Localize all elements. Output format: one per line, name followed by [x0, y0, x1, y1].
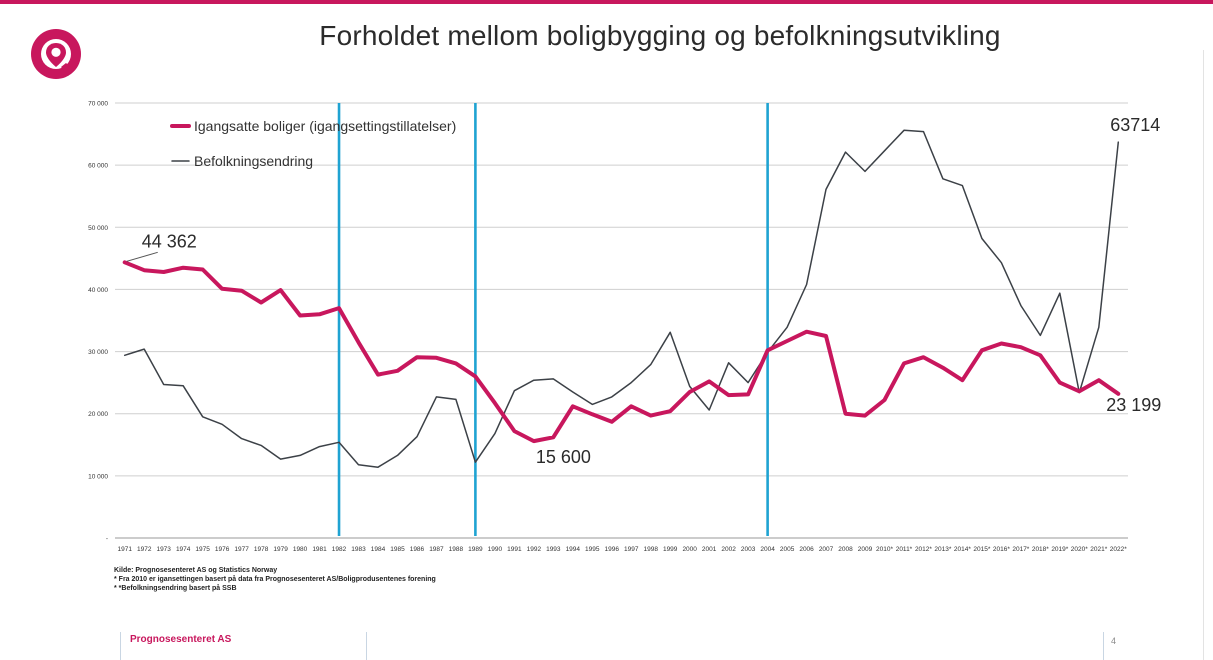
logo-pin-icon: [31, 29, 81, 79]
x-tick-label: 1986: [410, 546, 425, 553]
x-tick-label: 1994: [566, 546, 581, 553]
annotation-label: 63714: [1110, 115, 1160, 135]
y-tick-label: 60 000: [88, 163, 108, 170]
x-tick-label: 2002: [721, 546, 736, 553]
footer-divider: [1103, 632, 1104, 660]
footer-brand: Prognosesenteret AS: [130, 634, 232, 645]
annotation-label: 15 600: [536, 447, 591, 467]
x-tick-label: 1981: [312, 546, 327, 553]
period-markers: [337, 103, 769, 536]
annotation-label: 23 199: [1106, 395, 1161, 415]
x-tick-label: 2017*: [1012, 546, 1029, 553]
legend-label: Befolkningsendring: [194, 153, 313, 169]
x-tick-label: 1987: [429, 546, 444, 553]
x-tick-label: 2003: [741, 546, 756, 553]
x-tick-label: 1991: [507, 546, 522, 553]
x-tick-label: 2018*: [1032, 546, 1049, 553]
y-tick-label: 70 000: [88, 101, 108, 108]
x-tick-label: 1980: [293, 546, 308, 553]
y-tick-label: 50 000: [88, 225, 108, 232]
x-tick-label: 1997: [624, 546, 639, 553]
x-tick-label: 1976: [215, 546, 230, 553]
y-axis-tick-labels: - 10 000 20 000 30 000 40 000 50 000 60 000 70 …: [88, 101, 108, 543]
x-tick-label: 2009: [858, 546, 873, 553]
x-tick-label: 1984: [371, 546, 386, 553]
x-tick-label: 1985: [390, 546, 405, 553]
x-tick-label: 1996: [605, 546, 620, 553]
x-tick-label: 2013*: [934, 546, 951, 553]
x-tick-label: 1989: [468, 546, 483, 553]
x-tick-label: 2014*: [954, 546, 971, 553]
top-accent-bar: [0, 0, 1213, 4]
x-tick-label: 1975: [195, 546, 210, 553]
line-chart: - 10 000 20 000 30 000 40 000 50 000 60 000 70 …: [88, 101, 1161, 554]
footer-divider: [366, 632, 367, 660]
x-axis-tick-labels: 1971 1972 1973 1974 1975 1976 1977 1978 1979 1980…: [118, 546, 1128, 553]
legend-label: Igangsatte boliger (igangsettingstillate…: [194, 118, 456, 134]
x-tick-label: 1990: [488, 546, 503, 553]
slide-edge: [1203, 50, 1204, 660]
series-lines: [122, 129, 1121, 468]
source-note: Kilde: Prognosesenteret AS og Statistics…: [114, 567, 278, 574]
annotation-leader: [126, 251, 158, 262]
source-note: * *Befolkningsendring basert på SSB: [114, 585, 237, 592]
y-tick-label: 20 000: [88, 411, 108, 418]
x-tick-label: 1972: [137, 546, 152, 553]
x-tick-label: 1974: [176, 546, 191, 553]
x-tick-label: 2016*: [993, 546, 1010, 553]
x-tick-label: 2005: [780, 546, 795, 553]
source-note: * Fra 2010 er igansettingen basert på da…: [114, 576, 436, 583]
x-tick-label: 2010*: [876, 546, 893, 553]
footer-divider: [120, 632, 121, 660]
chart-legend: Igangsatte boliger (igangsettingstillate…: [170, 118, 456, 169]
x-tick-label: 1999: [663, 546, 678, 553]
y-tick-label: 40 000: [88, 287, 108, 294]
series-line-1: [123, 129, 1120, 468]
x-tick-label: 2004: [760, 546, 775, 553]
x-tick-label: 2021*: [1090, 546, 1107, 553]
x-tick-label: 1978: [254, 546, 269, 553]
x-tick-label: 1971: [118, 546, 133, 553]
x-tick-label: 1977: [234, 546, 249, 553]
x-tick-label: 2006: [799, 546, 814, 553]
page-number: 4: [1111, 636, 1117, 646]
y-tick-label: 30 000: [88, 349, 108, 356]
x-tick-label: 2019*: [1051, 546, 1068, 553]
chart-grid: [115, 102, 1128, 539]
x-tick-label: 2015*: [973, 546, 990, 553]
x-tick-label: 2001: [702, 546, 717, 553]
x-tick-label: 2020*: [1071, 546, 1088, 553]
x-tick-label: 1983: [351, 546, 366, 553]
x-tick-label: 2008: [838, 546, 853, 553]
x-tick-label: 2012*: [915, 546, 932, 553]
x-tick-label: 1979: [273, 546, 288, 553]
x-tick-label: 2011*: [896, 546, 913, 553]
x-tick-label: 2000: [682, 546, 697, 553]
x-tick-label: 2007: [819, 546, 834, 553]
y-tick-label: -: [106, 536, 108, 543]
chart-annotations: 44 362 15 600 23 199 63714: [126, 115, 1161, 467]
x-tick-label: 1992: [527, 546, 542, 553]
x-tick-label: 2022*: [1110, 546, 1127, 553]
annotation-label: 44 362: [142, 231, 197, 251]
x-tick-label: 1993: [546, 546, 561, 553]
series-line-0: [122, 260, 1121, 444]
source-notes: Kilde: Prognosesenteret AS og Statistics…: [114, 566, 436, 593]
x-tick-label: 1998: [643, 546, 658, 553]
x-tick-label: 1988: [449, 546, 464, 553]
x-tick-label: 1982: [332, 546, 347, 553]
x-tick-label: 1995: [585, 546, 600, 553]
page-title: Forholdet mellom boligbygging og befolkn…: [319, 20, 1001, 51]
y-tick-label: 10 000: [88, 473, 108, 480]
x-tick-label: 1973: [156, 546, 171, 553]
